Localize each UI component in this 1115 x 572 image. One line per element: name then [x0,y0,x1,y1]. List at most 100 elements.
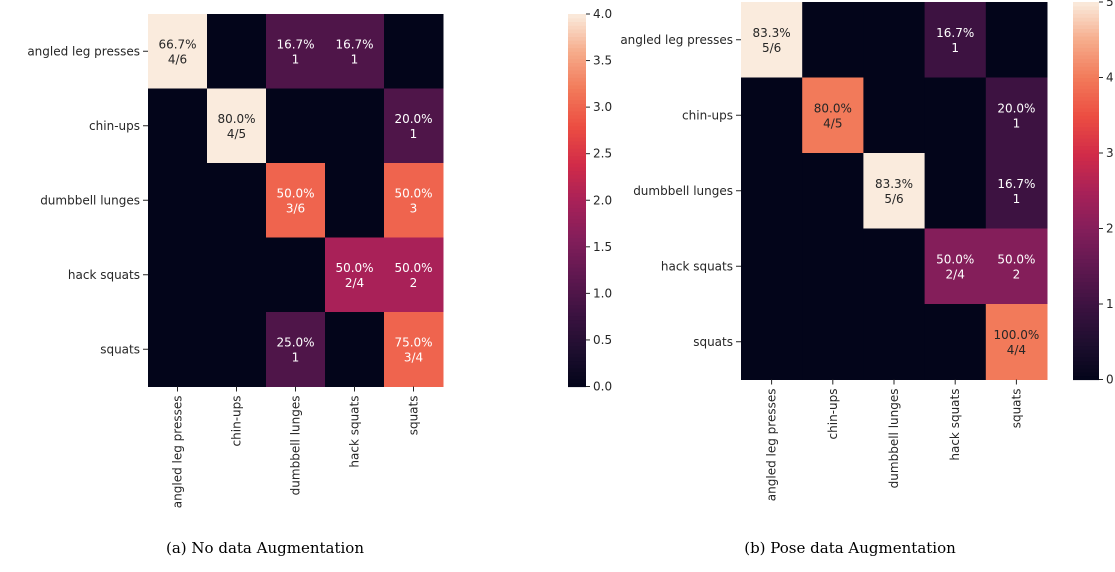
cell-percent-label: 20.0% [997,101,1035,115]
colorbar-swatch [1073,9,1099,14]
colorbar-swatch [1073,228,1099,233]
colorbar-swatch [1073,100,1099,105]
cell-percent-label: 80.0% [814,101,852,115]
colorbar-swatch [1073,304,1099,309]
colorbar-swatch [568,379,586,384]
colorbar-swatch [1073,153,1099,158]
cell-count-label: 1 [951,41,959,55]
colorbar-swatch [568,54,586,60]
heatmap-cell [924,304,987,380]
cell-count-label: 4/4 [1007,343,1026,357]
cell-count-label: 1 [292,52,300,66]
colorbar-swatch [568,230,586,235]
colorbar-tick-label: 0.5 [593,333,612,347]
colorbar-tick-label: 4 [1106,71,1114,85]
heatmap-cell [148,163,208,238]
x-tick-label: angled leg presses [171,396,185,509]
colorbar-swatch [568,360,586,365]
heatmap-cell [802,153,864,229]
colorbar-swatch [568,62,586,67]
colorbar-swatch [1073,307,1099,313]
colorbar-swatch [568,222,586,227]
colorbar-swatch [568,88,586,93]
colorbar-swatch [568,282,586,287]
heatmap-cell [863,228,926,305]
heatmap-cell [148,237,208,313]
heatmap-panel-2: 83.3%5/616.7%180.0%4/520.0%183.3%5/616.7… [620,0,1113,557]
colorbar-swatch [1073,198,1099,203]
colorbar-swatch [568,136,586,142]
colorbar-swatch [1073,353,1099,358]
heatmap-cell [207,163,267,238]
colorbar-swatch [1073,194,1099,199]
colorbar-tick-label: 2.0 [593,193,612,207]
colorbar-swatch [568,28,586,34]
colorbar-swatch [1073,103,1099,109]
colorbar-swatch [568,252,586,257]
x-tick-label: chin-ups [230,396,244,447]
colorbar-swatch [1073,35,1099,41]
colorbar-tick-label: 2.5 [593,147,612,161]
colorbar-swatch [1073,28,1099,33]
colorbar-swatch [568,237,586,242]
colorbar-swatch [568,244,586,250]
colorbar-swatch [568,218,586,224]
heatmap-cell [325,163,385,238]
colorbar-swatch [568,304,586,309]
x-tick-label: hack squats [348,396,362,468]
colorbar-swatch [568,118,586,123]
y-tick-label: angled leg presses [620,33,733,47]
cell-percent-label: 100.0% [994,328,1040,342]
colorbar-tick-label: 3 [1106,146,1114,160]
colorbar-swatch [568,203,586,209]
colorbar-swatch [1073,183,1099,188]
colorbar-tick-label: 1 [1106,297,1114,311]
colorbar-swatch [568,14,586,19]
cell-percent-label: 50.0% [276,186,314,200]
colorbar-swatch [1073,20,1099,26]
colorbar-swatch [568,356,586,362]
heatmap-cell [802,228,864,305]
colorbar-tick-label: 2 [1106,222,1114,236]
colorbar-swatch [1073,51,1099,56]
colorbar-swatch [1073,119,1099,124]
colorbar-tick-label: 0 [1106,373,1114,387]
heatmap-cell [985,228,1048,305]
colorbar-swatch [568,271,586,276]
y-tick-label: dumbbell lunges [40,193,140,207]
x-tick-label: squats [407,396,421,436]
colorbar-swatch [1073,270,1099,275]
heatmap-cell [741,153,803,229]
colorbar-swatch [568,256,586,261]
colorbar-swatch [1073,262,1099,267]
colorbar-swatch [568,40,586,45]
colorbar-swatch [568,43,586,49]
colorbar-swatch [1073,319,1099,324]
colorbar-swatch [1073,239,1099,245]
heatmap-cell [985,153,1048,229]
heatmap-cell [863,153,926,229]
colorbar-swatch [1073,66,1099,71]
colorbar-swatch [568,151,586,157]
colorbar-swatch [1073,326,1099,332]
colorbar-swatch [1073,179,1099,184]
cell-count-label: 2 [1013,267,1021,281]
cell-percent-label: 75.0% [394,335,432,349]
colorbar-swatch [1073,288,1099,294]
colorbar-tick-label: 1.5 [593,240,612,254]
colorbar-swatch [568,133,586,138]
colorbar-swatch [1073,77,1099,82]
colorbar-swatch [1073,156,1099,162]
x-tick-label: hack squats [948,388,962,460]
heatmap-cell [863,77,926,154]
colorbar-swatch [568,352,586,358]
x-tick-label: dumbbell lunges [887,389,901,489]
cell-percent-label: 16.7% [276,37,314,51]
colorbar-swatch [568,95,586,101]
colorbar-swatch [1073,205,1099,211]
colorbar-swatch [568,330,586,335]
colorbar-swatch [1073,322,1099,328]
x-tick-label: squats [1009,389,1023,429]
colorbar-swatch [1073,43,1099,48]
colorbar-swatch [568,364,586,369]
